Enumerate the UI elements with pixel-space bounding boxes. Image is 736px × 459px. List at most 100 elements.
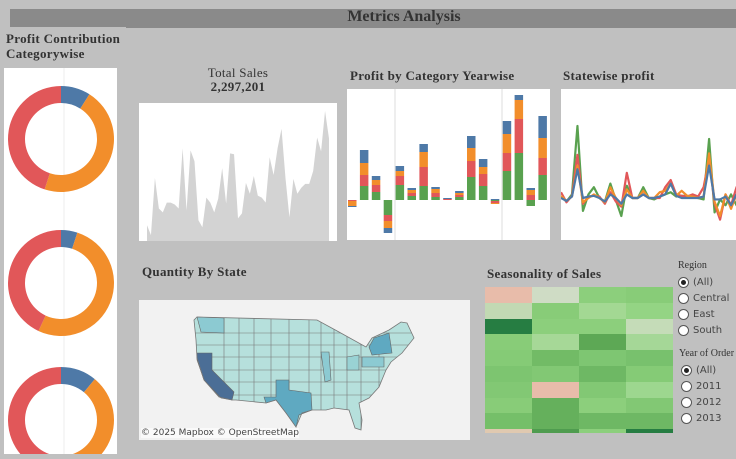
radio-button[interactable] — [681, 412, 692, 424]
heatmap-cell[interactable] — [532, 302, 579, 319]
bar-segment[interactable] — [478, 186, 488, 200]
bar-segment[interactable] — [526, 188, 536, 190]
bar-segment[interactable] — [514, 100, 524, 119]
state-profit-line[interactable] — [560, 164, 736, 207]
state-pennsylvania[interactable] — [361, 356, 385, 368]
radio-button[interactable] — [678, 324, 689, 336]
heatmap-cell[interactable] — [579, 366, 626, 382]
heatmap-cell[interactable] — [626, 381, 673, 398]
radio-button[interactable] — [678, 276, 689, 288]
donut-slice[interactable] — [7, 230, 62, 331]
bar-segment[interactable] — [443, 198, 452, 199]
heatmap-cell[interactable] — [626, 318, 673, 335]
bar-segment[interactable] — [395, 176, 405, 185]
bar-segment[interactable] — [359, 150, 369, 163]
bar-segment[interactable] — [526, 195, 536, 200]
year-option[interactable]: 2011 — [681, 378, 734, 394]
bar-segment[interactable] — [383, 215, 393, 221]
heatmap-cell[interactable] — [485, 287, 532, 303]
heatmap-cell[interactable] — [485, 397, 532, 414]
heatmap-cell[interactable] — [532, 334, 579, 351]
bar-segment[interactable] — [502, 171, 512, 200]
radio-button[interactable] — [681, 364, 692, 376]
heatmap-cell[interactable] — [485, 302, 532, 319]
bar-segment[interactable] — [431, 193, 440, 197]
donut-slice[interactable] — [61, 230, 78, 249]
bar-segment[interactable] — [478, 167, 488, 174]
bar-segment[interactable] — [490, 199, 500, 200]
map-attribution[interactable]: © 2025 Mapbox © OpenStreetMap — [141, 428, 299, 438]
bar-segment[interactable] — [359, 186, 369, 200]
region-option[interactable]: (All) — [678, 274, 729, 290]
state-new-york[interactable] — [368, 332, 393, 356]
heatmap-cell[interactable] — [626, 287, 673, 303]
donut-slice[interactable] — [61, 86, 90, 109]
bar-segment[interactable] — [371, 185, 381, 192]
heatmap-cell[interactable] — [532, 397, 579, 414]
bar-segment[interactable] — [431, 189, 440, 193]
bar-segment[interactable] — [395, 171, 405, 176]
bar-segment[interactable] — [407, 190, 417, 193]
bar-segment[interactable] — [490, 203, 500, 204]
heatmap-cell[interactable] — [532, 429, 579, 433]
heatmap-cell[interactable] — [626, 302, 673, 319]
radio-button[interactable] — [678, 292, 689, 304]
region-option[interactable]: Central — [678, 290, 729, 306]
state-profit-line[interactable] — [560, 152, 736, 218]
bar-segment[interactable] — [490, 200, 500, 201]
bar-segment[interactable] — [538, 116, 547, 138]
bar-segment[interactable] — [443, 199, 452, 200]
bar-segment[interactable] — [383, 221, 393, 228]
year-option[interactable]: 2012 — [681, 394, 734, 410]
bar-segment[interactable] — [407, 193, 417, 196]
heatmap-cell[interactable] — [579, 381, 626, 398]
bar-segment[interactable] — [514, 153, 524, 200]
bar-segment[interactable] — [407, 196, 417, 200]
year-option[interactable]: (All) — [681, 362, 734, 378]
bar-segment[interactable] — [371, 192, 381, 200]
bar-segment[interactable] — [419, 167, 428, 186]
heatmap-cell[interactable] — [485, 318, 532, 335]
heatmap-cell[interactable] — [579, 318, 626, 335]
heatmap-cell[interactable] — [532, 350, 579, 366]
bar-segment[interactable] — [359, 163, 369, 175]
heatmap-cell[interactable] — [485, 381, 532, 398]
heatmap-cell[interactable] — [579, 413, 626, 430]
bar-segment[interactable] — [467, 148, 476, 161]
bar-segment[interactable] — [514, 95, 524, 100]
heatmap-cell[interactable] — [532, 413, 579, 430]
heatmap-cell[interactable] — [532, 318, 579, 335]
donut-slice[interactable] — [44, 94, 115, 193]
bar-segment[interactable] — [419, 152, 428, 167]
donut-slice[interactable] — [38, 232, 114, 336]
heatmap-cell[interactable] — [485, 350, 532, 366]
bar-segment[interactable] — [467, 161, 476, 177]
bar-segment[interactable] — [431, 197, 440, 200]
bar-segment[interactable] — [478, 159, 488, 167]
heatmap-cell[interactable] — [626, 366, 673, 382]
year-option[interactable]: 2013 — [681, 410, 734, 426]
state-washington[interactable] — [196, 316, 225, 334]
bar-segment[interactable] — [538, 158, 547, 175]
region-option[interactable]: East — [678, 306, 729, 322]
donut-slice[interactable] — [45, 379, 114, 459]
us-map[interactable]: © 2025 Mapbox © OpenStreetMap — [139, 300, 470, 440]
heatmap-cell[interactable] — [626, 397, 673, 414]
donut-slice[interactable] — [7, 86, 62, 190]
bar-segment[interactable] — [538, 175, 547, 200]
bar-segment[interactable] — [514, 119, 524, 153]
heatmap-cell[interactable] — [579, 287, 626, 303]
heatmap-cell[interactable] — [532, 366, 579, 382]
bar-segment[interactable] — [502, 153, 512, 171]
bar-segment[interactable] — [348, 200, 357, 201]
bar-segment[interactable] — [359, 175, 369, 186]
heatmap-cell[interactable] — [579, 334, 626, 351]
heatmap-cell[interactable] — [579, 397, 626, 414]
radio-button[interactable] — [678, 308, 689, 320]
state-illinois[interactable] — [320, 351, 332, 383]
bar-segment[interactable] — [455, 191, 464, 193]
bar-segment[interactable] — [467, 136, 476, 148]
bar-segment[interactable] — [348, 206, 357, 207]
heatmap-cell[interactable] — [626, 350, 673, 366]
bar-segment[interactable] — [467, 177, 476, 200]
